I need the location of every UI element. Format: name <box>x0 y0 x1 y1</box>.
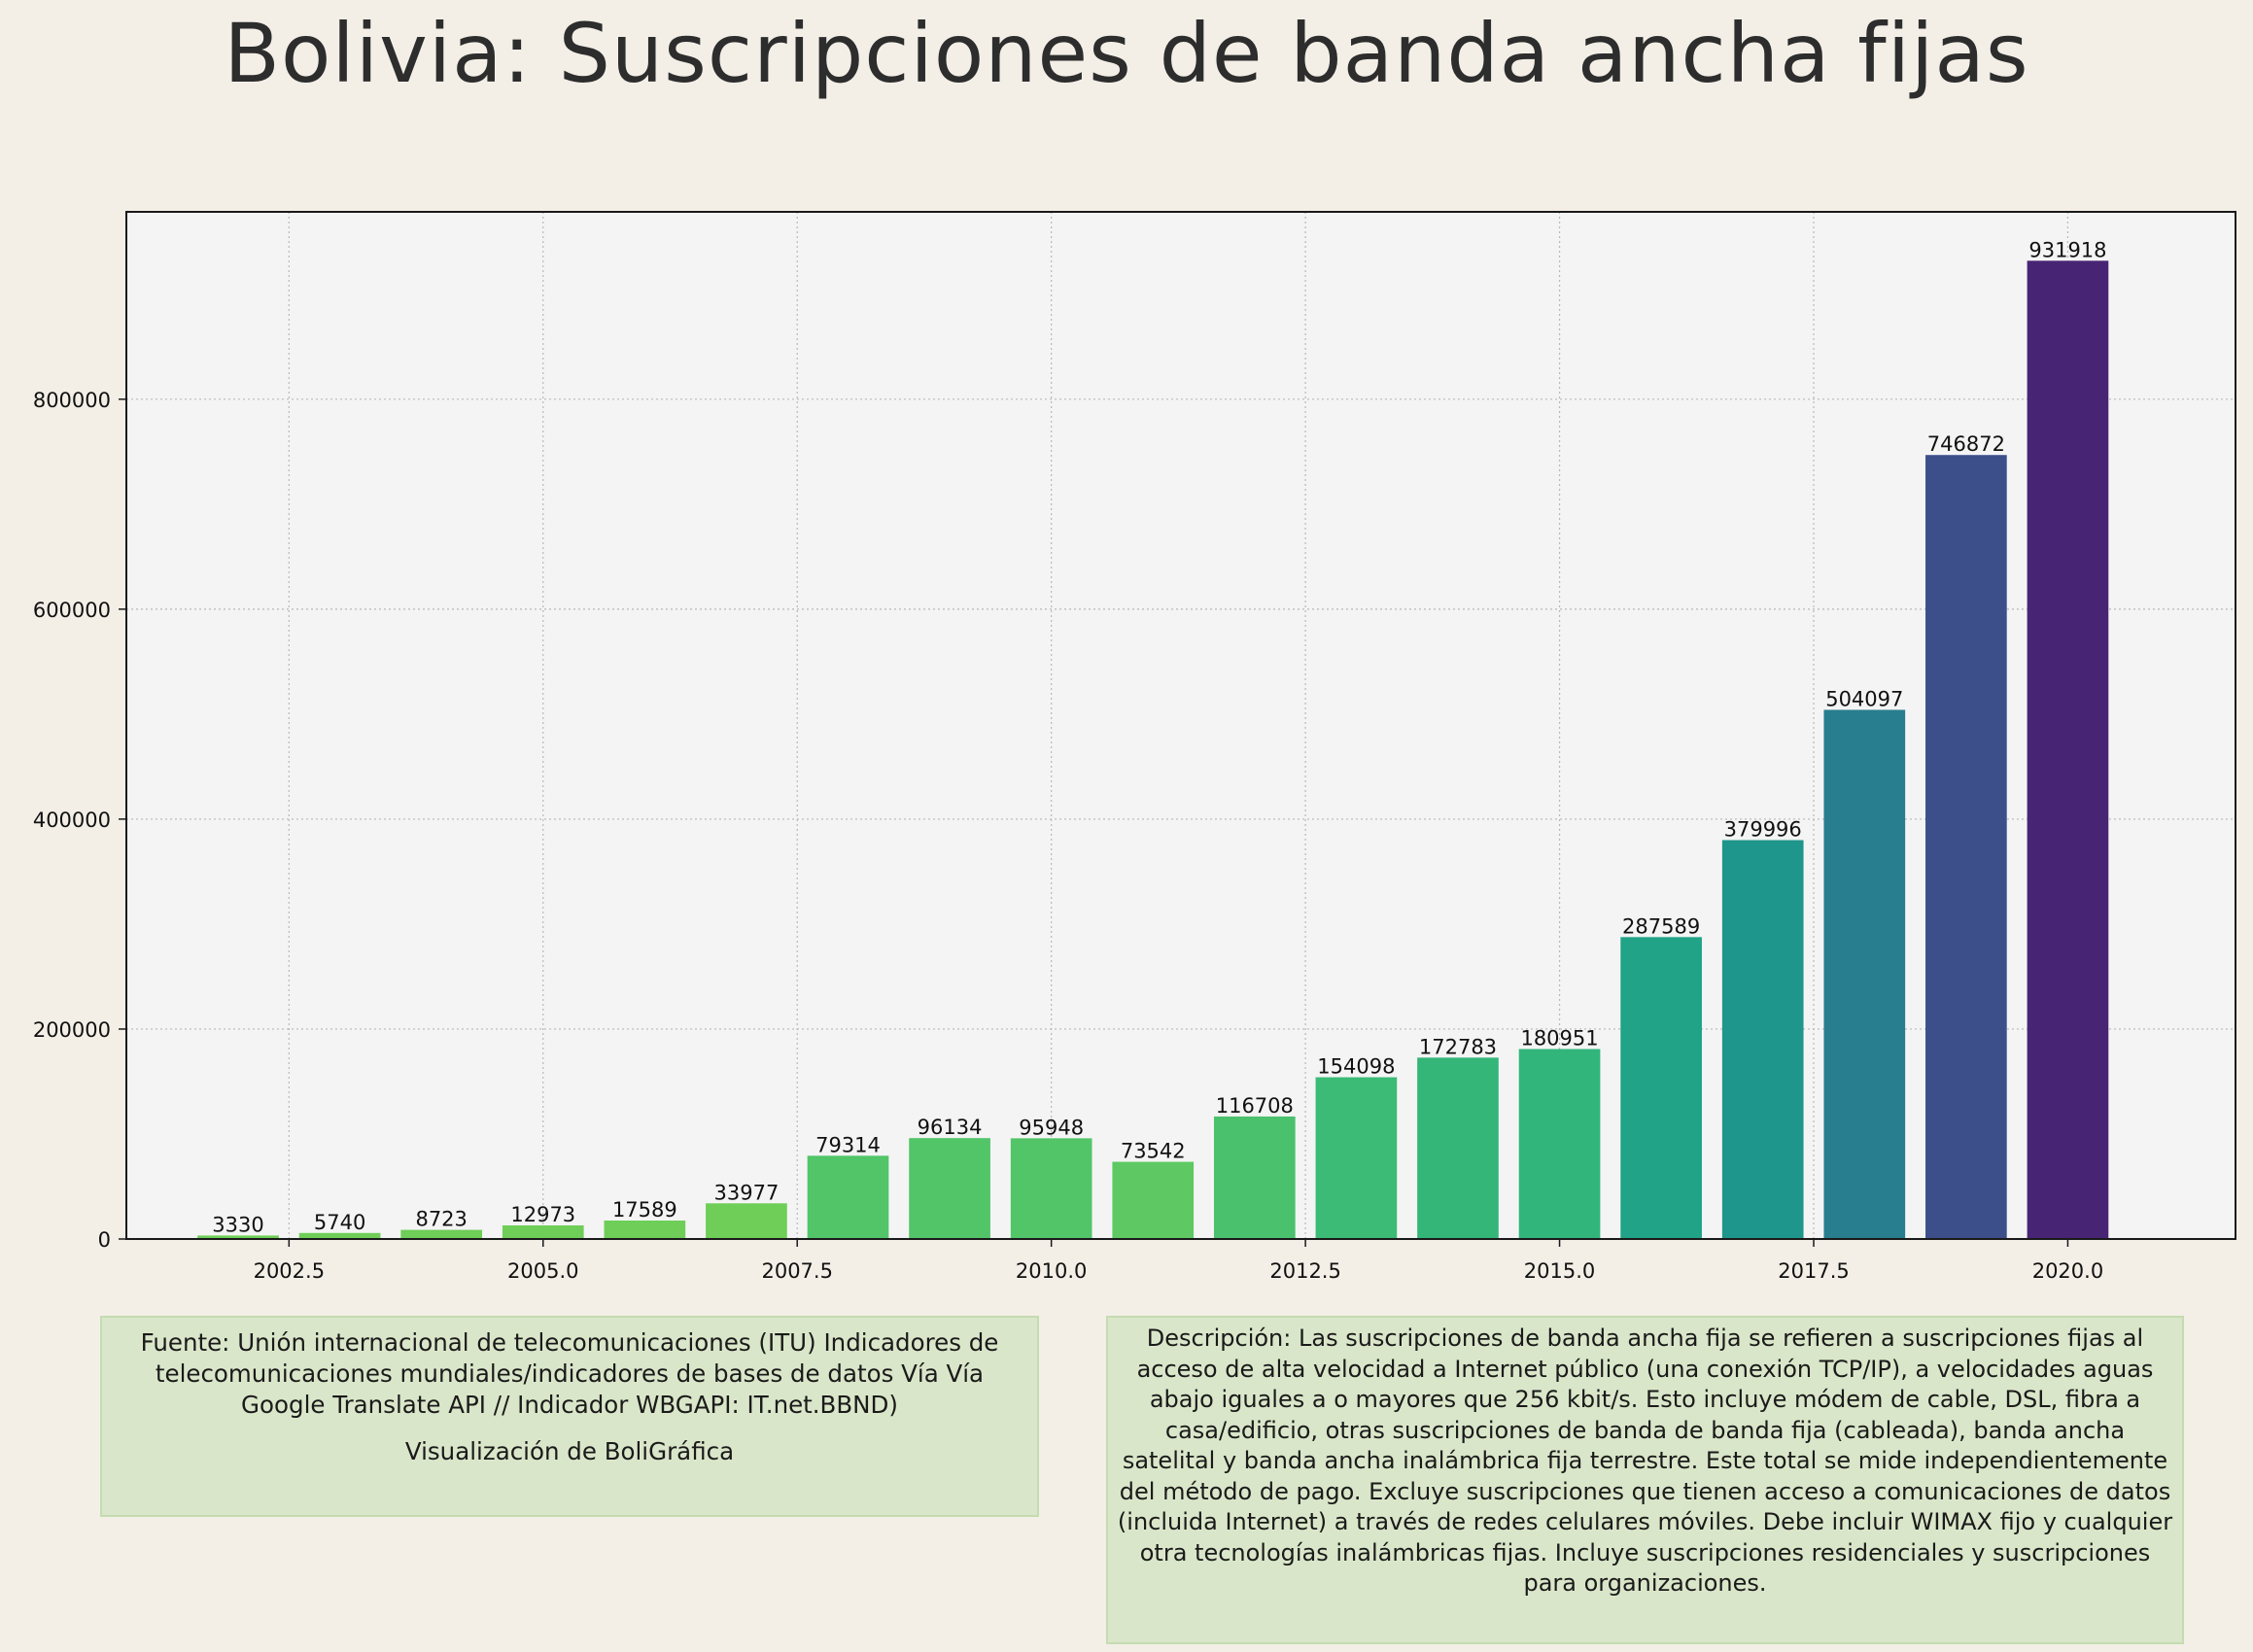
bar <box>1417 1057 1499 1239</box>
bars <box>197 260 2109 1239</box>
bar-value-label: 746872 <box>1927 432 2005 456</box>
bar-value-label: 116708 <box>1216 1094 1294 1118</box>
bar-value-label: 931918 <box>2028 238 2106 261</box>
bar <box>1010 1138 1092 1239</box>
bar <box>2027 260 2109 1239</box>
bar-value-label: 33977 <box>714 1181 780 1204</box>
bar-value-label: 3330 <box>212 1213 263 1236</box>
y-tick-label: 0 <box>98 1228 111 1252</box>
bar <box>1721 840 1804 1239</box>
x-tick-label: 2007.5 <box>761 1259 832 1283</box>
bar-value-label: 12973 <box>510 1203 575 1226</box>
bar-value-label: 172783 <box>1419 1035 1497 1058</box>
bar-value-label: 504097 <box>1825 687 1903 710</box>
bar <box>400 1229 483 1239</box>
y-tick-label: 600000 <box>33 599 111 622</box>
bar-value-label: 73542 <box>1121 1140 1186 1163</box>
source-text: Fuente: Unión internacional de telecomun… <box>140 1328 999 1419</box>
description-note: Descripción: Las suscripciones de banda … <box>1106 1316 2184 1644</box>
bar-value-label: 95948 <box>1019 1116 1084 1139</box>
bar <box>1925 455 2007 1239</box>
bar <box>197 1235 279 1239</box>
source-note: Fuente: Unión internacional de telecomun… <box>100 1316 1039 1517</box>
bar-value-label: 96134 <box>918 1116 983 1139</box>
bar <box>706 1203 787 1239</box>
bar-value-label: 180951 <box>1520 1027 1598 1050</box>
x-axis: 2002.5 2005.0 2007.5 2010.0 2012.5 2015.0 2017… <box>254 1239 2103 1283</box>
bar <box>1315 1077 1398 1239</box>
bar-value-label: 79314 <box>815 1133 881 1156</box>
y-tick-label: 200000 <box>33 1018 111 1042</box>
bar <box>1213 1116 1296 1239</box>
x-tick-label: 2005.0 <box>507 1259 578 1283</box>
bar-value-label: 379996 <box>1724 818 1802 842</box>
bar <box>502 1224 584 1239</box>
y-tick-label: 400000 <box>33 809 111 832</box>
x-tick-label: 2010.0 <box>1016 1259 1087 1283</box>
bar-value-label: 287589 <box>1622 914 1700 938</box>
grid-lines <box>126 212 2236 1239</box>
chart-title: Bolivia: Suscripciones de banda ancha fi… <box>224 6 2029 101</box>
credit-text: Visualización de BoliGráfica <box>404 1437 735 1465</box>
y-tick-label: 800000 <box>33 389 111 412</box>
bar <box>298 1232 381 1239</box>
bar <box>1823 709 1906 1239</box>
bar <box>1518 1049 1601 1239</box>
bar-value-label: 5740 <box>314 1211 365 1234</box>
bar <box>1620 937 1702 1239</box>
description-text: Descripción: Las suscripciones de banda … <box>1117 1325 2173 1597</box>
bar-value-label: 154098 <box>1317 1055 1395 1079</box>
bar-chart: 3330 5740 8723 12973 17589 33977 79314 96134 959… <box>33 211 2236 1283</box>
plot-frame <box>125 211 2236 1240</box>
bar <box>604 1221 686 1239</box>
y-axis: 0 200000 400000 600000 800000 <box>33 389 126 1252</box>
x-tick-label: 2012.5 <box>1269 1259 1340 1283</box>
bar-value-label: 17589 <box>612 1198 677 1222</box>
x-tick-label: 2017.5 <box>1778 1259 1849 1283</box>
bar-value-label: 8723 <box>415 1208 467 1231</box>
x-tick-label: 2020.0 <box>2032 1259 2103 1283</box>
x-tick-label: 2015.0 <box>1524 1259 1595 1283</box>
bar <box>807 1155 889 1239</box>
plot-area <box>126 212 2236 1239</box>
bar <box>909 1138 990 1239</box>
bar <box>1112 1161 1195 1239</box>
x-tick-label: 2002.5 <box>254 1259 325 1283</box>
bar-value-labels: 3330 5740 8723 12973 17589 33977 79314 96134 959… <box>212 238 2106 1236</box>
